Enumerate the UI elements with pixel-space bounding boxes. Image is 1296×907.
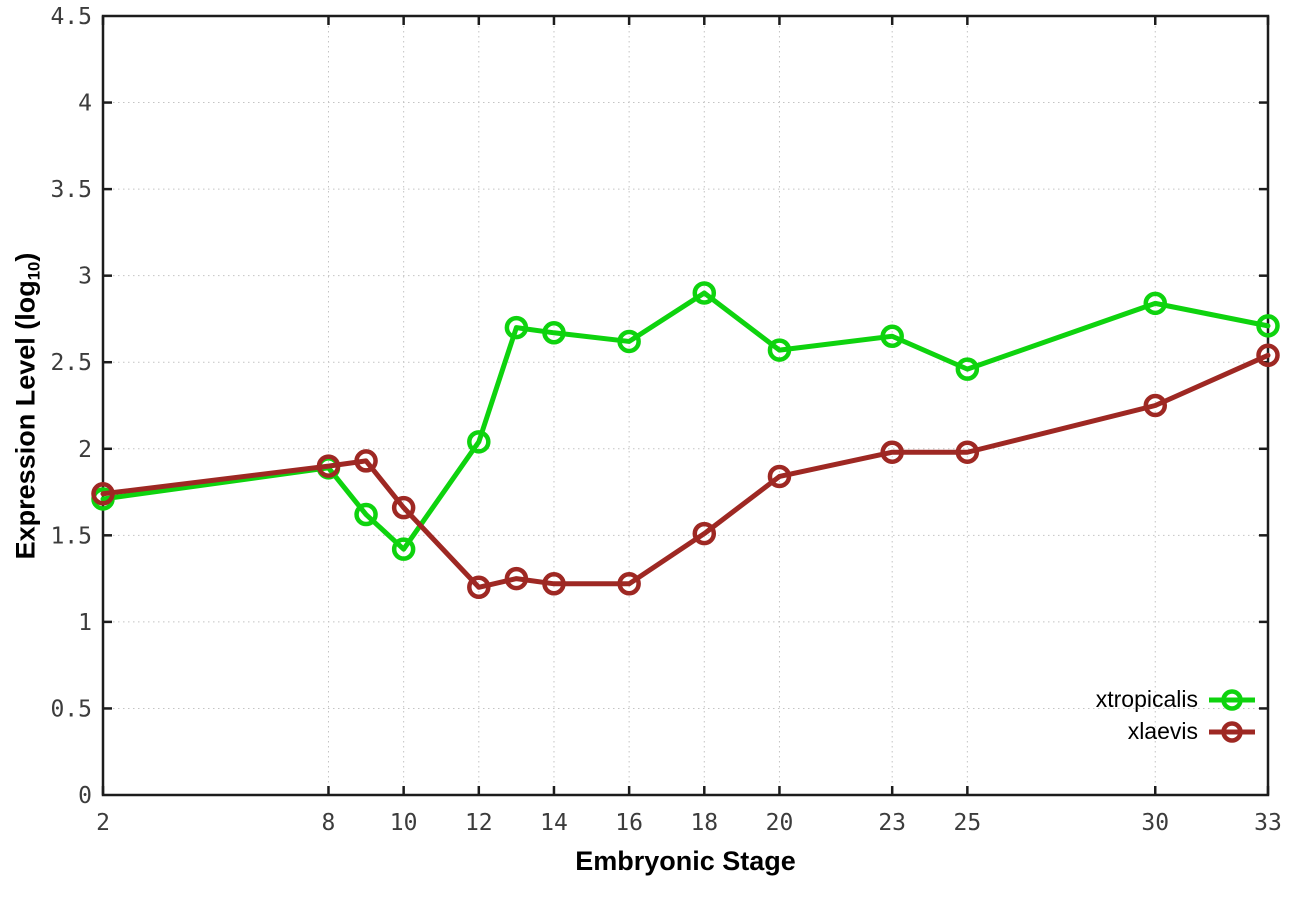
data-point-xtropicalis bbox=[1256, 314, 1280, 338]
y-tick-label: 4.5 bbox=[50, 4, 92, 30]
legend-row-xlaevis: xlaevis bbox=[1096, 717, 1256, 746]
y-axis-title-close: ) bbox=[10, 252, 41, 262]
legend: xtropicalis xlaevis bbox=[1096, 685, 1256, 746]
x-tick-label: 20 bbox=[766, 810, 794, 836]
data-point-xtropicalis bbox=[1143, 291, 1168, 316]
x-tick-label: 25 bbox=[954, 810, 982, 836]
y-tick-label: 1 bbox=[78, 610, 92, 636]
y-axis-title-main: Expression Level (log bbox=[10, 280, 41, 560]
x-tick-label: 33 bbox=[1254, 810, 1282, 836]
legend-label-xtropicalis: xtropicalis bbox=[1095, 686, 1198, 712]
data-point-xlaevis bbox=[542, 572, 566, 596]
data-point-xlaevis bbox=[391, 495, 416, 520]
y-tick-label: 0.5 bbox=[50, 696, 92, 722]
legend-marker-circle bbox=[1221, 688, 1243, 711]
legend-marker-xtropicalis bbox=[1209, 688, 1255, 711]
data-point-xlaevis bbox=[354, 449, 378, 473]
x-tick-label: 18 bbox=[690, 810, 718, 836]
data-point-xlaevis bbox=[1256, 343, 1280, 368]
data-point-xtropicalis bbox=[767, 338, 792, 362]
y-tick-label: 3.5 bbox=[50, 177, 92, 203]
legend-marker-circle bbox=[1221, 720, 1243, 743]
data-point-xlaevis bbox=[316, 454, 341, 478]
data-point-xlaevis bbox=[91, 482, 115, 506]
data-point-xtropicalis bbox=[542, 321, 566, 345]
x-tick-label: 14 bbox=[540, 810, 568, 836]
data-point-xlaevis bbox=[955, 440, 980, 464]
y-axis-title-subscript: 10 bbox=[24, 261, 44, 281]
data-point-xlaevis bbox=[504, 566, 529, 591]
x-tick-label: 12 bbox=[465, 810, 493, 836]
x-tick-label: 23 bbox=[878, 810, 906, 836]
data-point-xtropicalis bbox=[391, 537, 416, 561]
data-point-xtropicalis bbox=[955, 357, 980, 381]
legend-row-xtropicalis: xtropicalis bbox=[1096, 685, 1256, 714]
y-axis-title: Expression Level (log10) bbox=[10, 252, 44, 560]
data-point-xtropicalis bbox=[617, 329, 641, 354]
data-point-xtropicalis bbox=[467, 430, 491, 454]
data-point-xtropicalis bbox=[692, 281, 717, 305]
y-tick-label: 4 bbox=[78, 91, 92, 117]
y-tick-label: 3 bbox=[78, 264, 92, 290]
data-point-xlaevis bbox=[467, 575, 491, 600]
x-axis-title: Embryonic Stage bbox=[575, 846, 796, 876]
y-tick-label: 1.5 bbox=[50, 523, 92, 549]
legend-marker-xlaevis bbox=[1209, 720, 1255, 743]
data-point-xtropicalis bbox=[880, 324, 904, 349]
data-point-xlaevis bbox=[767, 464, 792, 489]
legend-label-xlaevis: xlaevis bbox=[1127, 718, 1198, 744]
plot-border bbox=[101, 14, 1270, 797]
x-tick-label: 30 bbox=[1141, 810, 1169, 836]
x-tick-label: 2 bbox=[96, 810, 110, 836]
x-tick-label: 16 bbox=[615, 810, 643, 836]
data-point-xlaevis bbox=[692, 521, 717, 546]
data-point-xlaevis bbox=[617, 572, 641, 596]
x-tick-label: 10 bbox=[390, 810, 418, 836]
y-tick-label: 0 bbox=[78, 783, 92, 809]
data-point-xlaevis bbox=[1143, 393, 1168, 418]
data-point-xtropicalis bbox=[504, 315, 529, 340]
y-tick-label: 2.5 bbox=[50, 350, 92, 376]
data-point-xlaevis bbox=[880, 440, 904, 464]
x-tick-label: 8 bbox=[322, 810, 336, 836]
series-line-xlaevis bbox=[100, 352, 1271, 590]
y-tick-label: 2 bbox=[78, 437, 92, 463]
data-point-xtropicalis bbox=[354, 502, 378, 527]
